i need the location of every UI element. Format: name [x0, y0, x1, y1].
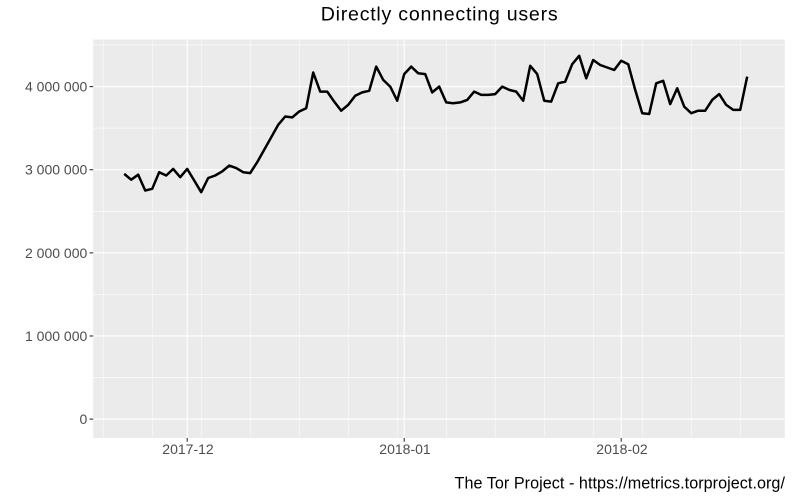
svg-text:2018-02: 2018-02	[596, 441, 648, 457]
svg-text:2018-01: 2018-01	[379, 441, 431, 457]
svg-text:4 000 000: 4 000 000	[25, 79, 87, 95]
svg-text:2017-12: 2017-12	[162, 441, 214, 457]
svg-text:0: 0	[80, 411, 88, 427]
svg-text:1 000 000: 1 000 000	[25, 328, 87, 344]
svg-text:3 000 000: 3 000 000	[25, 162, 87, 178]
svg-text:2 000 000: 2 000 000	[25, 245, 87, 261]
svg-text:Directly connecting users: Directly connecting users	[321, 3, 559, 25]
svg-text:The Tor Project - https://metr: The Tor Project - https://metrics.torpro…	[455, 475, 786, 493]
